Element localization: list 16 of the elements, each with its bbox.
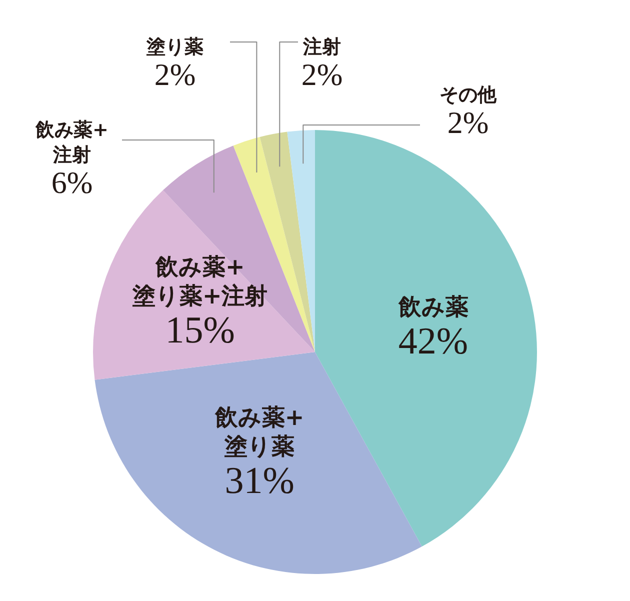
pie-slice [287, 130, 315, 352]
slice-label: 注射 [302, 36, 341, 58]
slice-label: 飲み薬+ 注射 [34, 119, 108, 166]
data-label: 2% [301, 57, 343, 92]
data-label: 2% [154, 57, 196, 92]
data-label: 15% [165, 310, 235, 352]
data-label: 6% [51, 165, 93, 200]
data-label: 2% [447, 105, 489, 140]
data-label: 42% [398, 320, 468, 363]
slice-label: 塗り薬 [146, 36, 204, 58]
data-label: 31% [224, 460, 294, 502]
slice-label: 飲み薬 [397, 294, 468, 321]
pie-slice [94, 352, 422, 574]
slice-label: その他 [440, 84, 498, 106]
slice-label: 飲み薬+ 塗り薬 [214, 404, 304, 460]
slice-label: 飲み薬+ 塗り薬+注射 [131, 254, 268, 310]
